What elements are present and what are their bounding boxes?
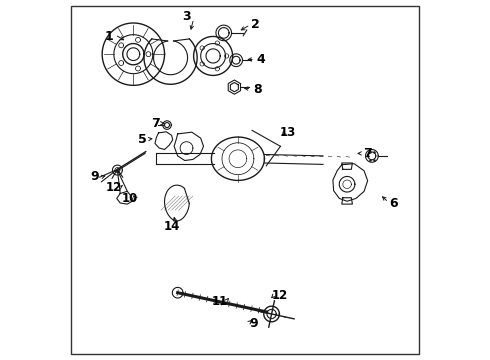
Text: 7: 7: [363, 147, 371, 160]
Text: 2: 2: [251, 18, 260, 31]
Text: 8: 8: [253, 83, 262, 96]
Text: 5: 5: [138, 133, 147, 146]
Text: 12: 12: [271, 289, 288, 302]
Text: 10: 10: [122, 192, 138, 205]
Text: 9: 9: [249, 317, 258, 330]
Text: 11: 11: [212, 295, 228, 308]
Text: 14: 14: [164, 220, 180, 233]
Text: 4: 4: [257, 53, 265, 66]
Text: 12: 12: [106, 181, 122, 194]
Text: 13: 13: [279, 126, 295, 139]
Text: 7: 7: [151, 117, 160, 130]
Text: 6: 6: [390, 197, 398, 210]
Text: 1: 1: [104, 30, 113, 43]
Text: 9: 9: [90, 170, 98, 183]
Text: 3: 3: [182, 10, 191, 23]
